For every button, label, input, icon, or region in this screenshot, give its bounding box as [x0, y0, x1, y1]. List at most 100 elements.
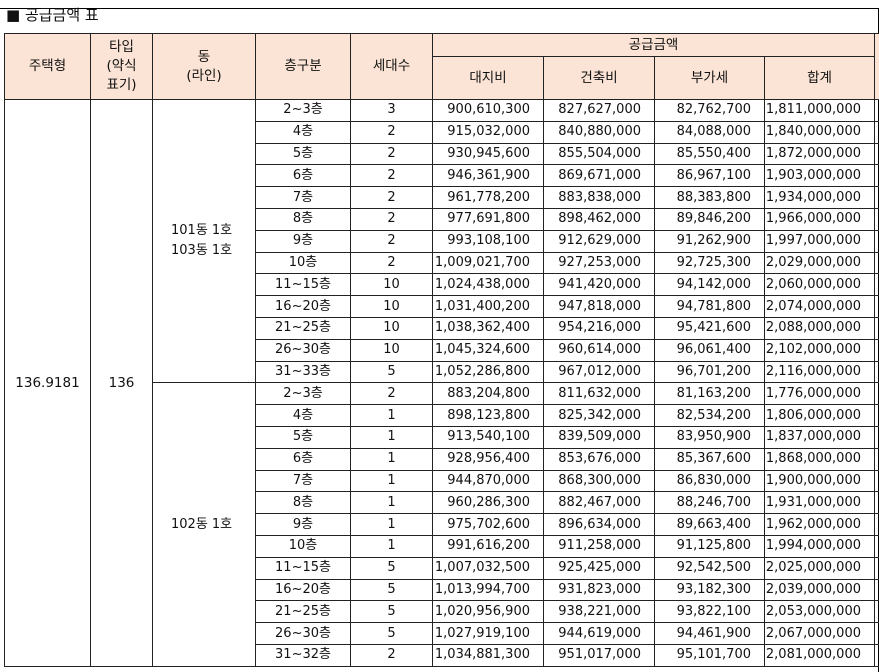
cut-column-cell: [874, 578, 879, 602]
table-row: 21~25층 10 1,038,362,400 954,216,000 95,421,6…: [5, 316, 879, 340]
table-row: 102동 1호 2~3층 2 883,204,800 811,632,000 81,163…: [5, 382, 879, 667]
vat-cell: 92,542,500: [654, 556, 765, 580]
cut-column-cell: [874, 404, 879, 427]
vat-cell: 86,967,100: [654, 164, 765, 188]
cut-column-cell: [874, 186, 879, 209]
cut-column-cell: [874, 316, 879, 340]
header-floor: 층구분: [255, 33, 351, 100]
floor-cell: 10층: [255, 251, 351, 275]
units-cell: 1: [350, 513, 433, 536]
header-housing-type: 주택형: [4, 33, 91, 100]
total-cell: 1,994,000,000: [764, 534, 875, 558]
building-cost-cell: 896,634,000: [543, 513, 655, 536]
building-cost-cell: 868,300,000: [543, 469, 655, 493]
total-cell: 1,903,000,000: [764, 164, 875, 188]
total-cell: 2,067,000,000: [764, 622, 875, 645]
land-cost-cell: 1,020,956,900: [432, 600, 544, 624]
total-cell: 1,806,000,000: [764, 404, 875, 427]
supply-price-table: 주택형 타입 (약식 표기) 동 (라인) 층구분 세대수 공급금액 대지비 건…: [4, 33, 879, 667]
total-cell: 1,931,000,000: [764, 491, 875, 515]
vat-cell: 83,950,900: [654, 425, 765, 449]
total-cell: 2,029,000,000: [764, 251, 875, 275]
building-cost-cell: 941,420,000: [543, 273, 655, 297]
header-land: 대지비: [432, 56, 544, 100]
floor-cell: 21~25층: [255, 600, 351, 624]
building-cost-cell: 882,467,000: [543, 491, 655, 515]
land-cost-cell: 960,286,300: [432, 491, 544, 515]
land-cost-cell: 930,945,600: [432, 142, 544, 166]
units-cell: 5: [350, 556, 433, 580]
cut-column-cell: [874, 643, 879, 667]
building-cost-cell: 925,425,000: [543, 556, 655, 580]
land-cost-cell: 928,956,400: [432, 447, 544, 471]
vat-cell: 84,088,000: [654, 120, 765, 144]
floor-cell: 4층: [255, 404, 351, 427]
vat-cell: 95,101,700: [654, 643, 765, 667]
floor-cell: 16~20층: [255, 578, 351, 602]
units-cell: 2: [350, 164, 433, 188]
floor-cell: 16~20층: [255, 295, 351, 318]
vat-cell: 92,725,300: [654, 251, 765, 275]
cut-column-cell: [874, 556, 879, 580]
units-cell: 1: [350, 534, 433, 558]
land-cost-cell: 946,361,900: [432, 164, 544, 188]
cut-column-cell: [874, 164, 879, 188]
land-cost-cell: 1,034,881,300: [432, 643, 544, 667]
total-cell: 1,837,000,000: [764, 425, 875, 449]
land-cost-cell: 944,870,000: [432, 469, 544, 493]
floor-cell: 11~15층: [255, 273, 351, 297]
land-cost-cell: 1,009,021,700: [432, 251, 544, 275]
building-cost-cell: 855,504,000: [543, 142, 655, 166]
total-cell: 1,840,000,000: [764, 120, 875, 144]
total-cell: 1,868,000,000: [764, 447, 875, 471]
total-cell: 2,039,000,000: [764, 578, 875, 602]
cut-column-cell: [874, 622, 879, 645]
dong-line: 102동 1호: [171, 516, 233, 532]
building-cost-cell: 883,838,000: [543, 186, 655, 209]
floor-cell: 7층: [255, 186, 351, 209]
vat-cell: 85,550,400: [654, 142, 765, 166]
building-cost-cell: 898,462,000: [543, 207, 655, 231]
cut-column-cell: [874, 425, 879, 449]
header-type-line3: 표기): [106, 77, 137, 93]
floor-cell: 31~32층: [255, 643, 351, 667]
type-value: 136: [90, 99, 153, 667]
units-cell: 2: [350, 229, 433, 253]
vat-cell: 82,762,700: [654, 99, 765, 122]
floor-cell: 8층: [255, 491, 351, 515]
vat-cell: 94,461,900: [654, 622, 765, 645]
land-cost-cell: 883,204,800: [432, 382, 544, 406]
table-row: 4층 2 915,032,000 840,880,000 84,088,000 1,840…: [5, 120, 879, 144]
header-dong: 동 (라인): [152, 33, 256, 100]
header-vat: 부가세: [654, 56, 765, 100]
cut-column-cell: [874, 120, 879, 144]
units-cell: 2: [350, 120, 433, 144]
building-cost-cell: 911,258,000: [543, 534, 655, 558]
table-row: 7층 2 961,778,200 883,838,000 88,383,800 1,934…: [5, 186, 879, 209]
cut-column-cell: [874, 534, 879, 558]
units-cell: 5: [350, 600, 433, 624]
cut-column-cell: [874, 251, 879, 275]
cut-column-cell: [874, 469, 879, 493]
units-cell: 1: [350, 469, 433, 493]
units-cell: 5: [350, 360, 433, 384]
vat-cell: 89,846,200: [654, 207, 765, 231]
units-cell: 5: [350, 622, 433, 645]
units-cell: 1: [350, 491, 433, 515]
land-cost-cell: 975,702,600: [432, 513, 544, 536]
units-cell: 2: [350, 186, 433, 209]
building-cost-cell: 927,253,000: [543, 251, 655, 275]
header-total: 합계: [764, 56, 875, 100]
vat-cell: 91,125,800: [654, 534, 765, 558]
units-cell: 10: [350, 316, 433, 340]
header-supply-amount: 공급금액: [432, 33, 875, 57]
vat-cell: 94,142,000: [654, 273, 765, 297]
total-cell: 1,966,000,000: [764, 207, 875, 231]
building-cost-cell: 827,627,000: [543, 99, 655, 122]
units-cell: 2: [350, 382, 433, 406]
cut-column-cell: [874, 600, 879, 624]
land-cost-cell: 1,038,362,400: [432, 316, 544, 340]
header-type-line2: (약식: [106, 58, 137, 74]
floor-cell: 31~33층: [255, 360, 351, 384]
table-row: 10층 1 991,616,200 911,258,000 91,125,800 1,99…: [5, 534, 879, 558]
